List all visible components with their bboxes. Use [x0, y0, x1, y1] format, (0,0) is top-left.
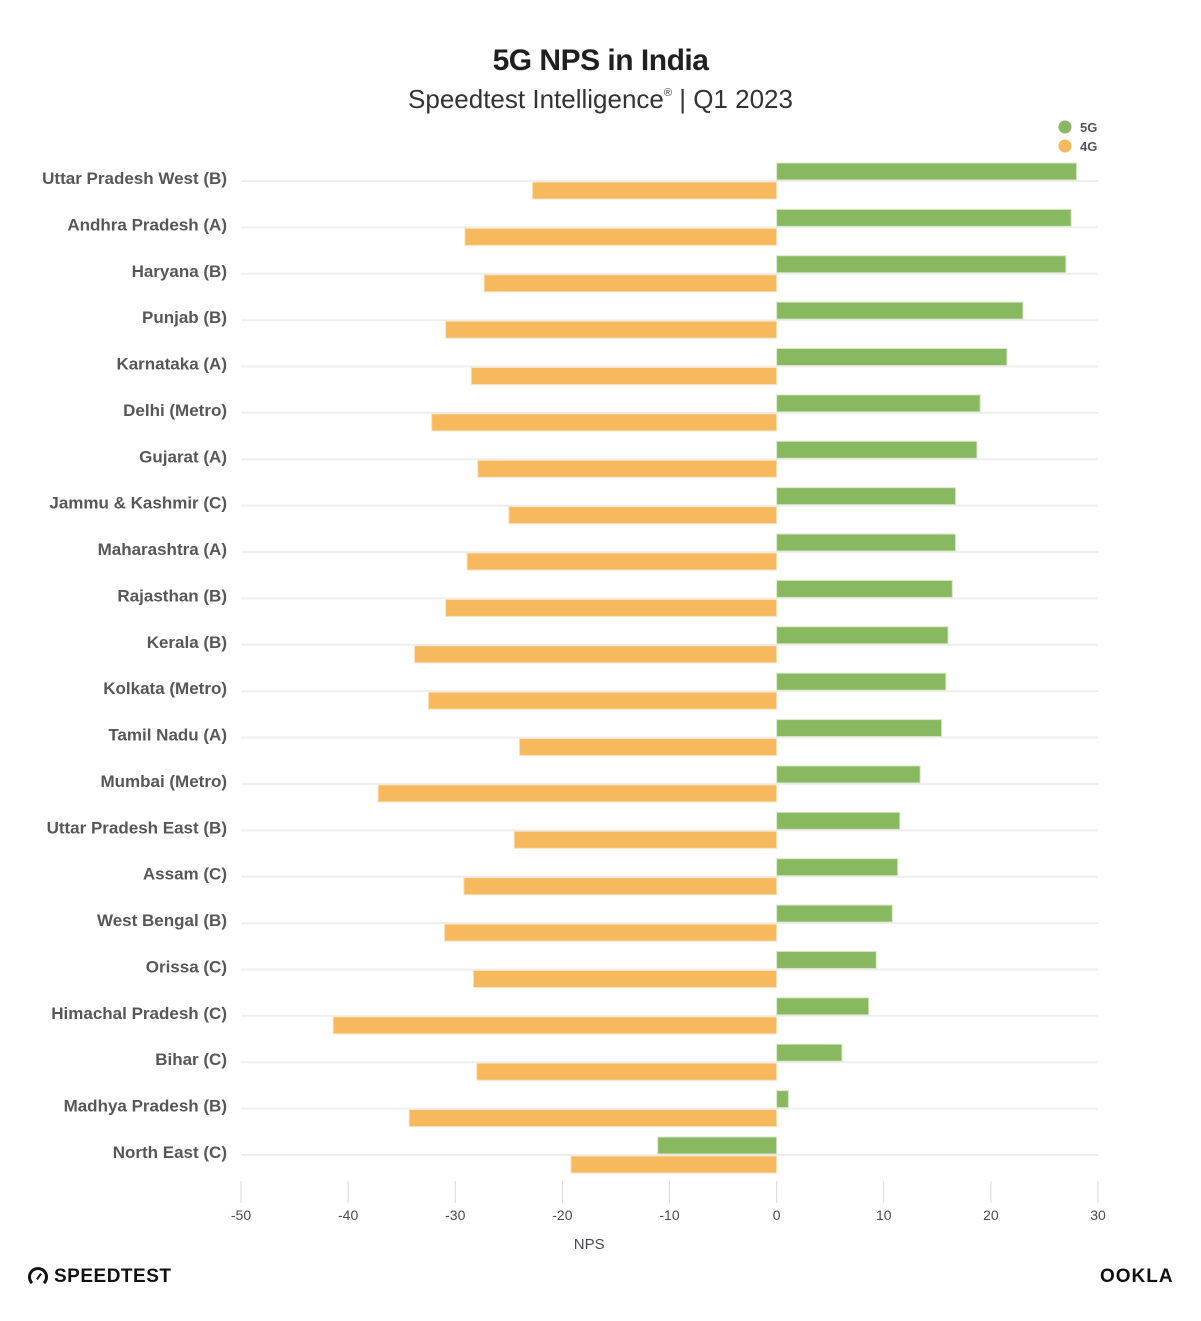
category-label: Rajasthan (B) — [117, 586, 227, 605]
legend-swatch-4g — [1058, 139, 1072, 153]
bar-5g-uttar-pradesh-east-b — [776, 811, 901, 830]
bar-5g-bihar-c — [776, 1043, 843, 1062]
bar-4g-west-bengal-b — [444, 923, 778, 942]
bar-4g-north-east-c — [570, 1155, 778, 1174]
bar-4g-tamil-nadu-a — [519, 738, 778, 757]
chart-title: 5G NPS in India — [492, 44, 709, 77]
bar-4g-rajasthan-b — [445, 598, 778, 617]
bar-4g-orissa-c — [472, 969, 778, 988]
bar-5g-mumbai-metro — [776, 765, 921, 784]
bar-5g-rajasthan-b — [776, 579, 953, 598]
bar-4g-bihar-c — [476, 1062, 778, 1081]
bar-5g-maharashtra-a — [776, 533, 957, 552]
legend-label-4g: 4G — [1080, 139, 1097, 154]
chart-subtitle: Speedtest Intelligence® | Q1 2023 — [0, 84, 1201, 115]
bar-4g-karnataka-a — [470, 367, 778, 386]
legend-swatch-5g — [1058, 120, 1072, 134]
bar-4g-haryana-b — [483, 274, 778, 293]
x-axis-title: NPS — [574, 1236, 605, 1253]
bar-4g-himachal-pradesh-c — [332, 1016, 778, 1035]
ookla-logo: OOKLA — [1100, 1266, 1174, 1287]
x-tick-label: -10 — [659, 1207, 679, 1223]
category-label: Uttar Pradesh East (B) — [47, 818, 227, 837]
gridlines — [241, 180, 1098, 1156]
subtitle-text: Speedtest Intelligence — [408, 84, 664, 114]
category-label: Haryana (B) — [132, 262, 227, 281]
category-label: Uttar Pradesh West (B) — [42, 169, 227, 188]
bar-4g-uttar-pradesh-east-b — [513, 830, 778, 849]
category-label: Kolkata (Metro) — [103, 679, 227, 698]
bar-4g-kerala-b — [414, 645, 778, 664]
bar-5g-tamil-nadu-a — [776, 719, 943, 738]
bar-5g-kerala-b — [776, 626, 949, 645]
bar-4g-gujarat-a — [477, 459, 778, 478]
category-label: Orissa (C) — [146, 957, 227, 976]
category-label: Andhra Pradesh (A) — [67, 215, 227, 234]
bar-4g-andhra-pradesh-a — [464, 227, 778, 246]
speedometer-gauge-icon — [28, 1267, 48, 1287]
bar-5g-gujarat-a — [776, 440, 978, 459]
bar-5g-jammu-kashmir-c — [776, 487, 957, 506]
bar-5g-assam-c — [776, 858, 899, 877]
bar-5g-kolkata-metro — [776, 672, 947, 691]
bar-4g-jammu-kashmir-c — [508, 506, 778, 525]
subtitle-period: | Q1 2023 — [672, 84, 793, 114]
speedtest-wordmark: SPEEDTEST — [54, 1266, 172, 1287]
bar-5g-west-bengal-b — [776, 904, 893, 923]
bar-5g-haryana-b — [776, 255, 1067, 274]
x-tick-label: 30 — [1090, 1207, 1106, 1223]
category-label: Himachal Pradesh (C) — [51, 1004, 227, 1023]
bar-5g-punjab-b — [776, 301, 1024, 320]
category-label: Punjab (B) — [142, 308, 227, 327]
bar-4g-kolkata-metro — [427, 691, 778, 710]
bar-5g-madhya-pradesh-b — [776, 1090, 789, 1109]
bar-5g-karnataka-a — [776, 348, 1008, 367]
bar-4g-maharashtra-a — [466, 552, 778, 571]
bars — [332, 162, 1078, 1174]
category-label: West Bengal (B) — [97, 911, 227, 930]
bar-5g-uttar-pradesh-west-b — [776, 162, 1078, 181]
bar-5g-orissa-c — [776, 950, 877, 969]
registered-mark: ® — [663, 87, 672, 99]
bar-4g-madhya-pradesh-b — [408, 1109, 778, 1128]
speedtest-logo: SPEEDTEST — [28, 1266, 171, 1288]
category-label: Jammu & Kashmir (C) — [49, 494, 227, 513]
x-tick-label: -30 — [445, 1207, 465, 1223]
category-label: Assam (C) — [143, 865, 227, 884]
x-tick-label: -40 — [338, 1207, 358, 1223]
category-label: Madhya Pradesh (B) — [64, 1097, 227, 1116]
category-labels: Uttar Pradesh West (B) Andhra Pradesh (A)… — [42, 169, 227, 1162]
category-label: Kerala (B) — [147, 633, 227, 652]
category-label: Karnataka (A) — [116, 355, 227, 374]
bar-4g-assam-c — [463, 877, 778, 896]
bar-4g-uttar-pradesh-west-b — [531, 181, 778, 200]
x-tick-label: -50 — [231, 1207, 251, 1223]
category-label: Tamil Nadu (A) — [108, 726, 227, 745]
bar-4g-mumbai-metro — [377, 784, 778, 803]
bar-4g-delhi-metro — [431, 413, 778, 432]
category-label: Mumbai (Metro) — [100, 772, 227, 791]
x-tick-label: 20 — [983, 1207, 999, 1223]
bar-5g-delhi-metro — [776, 394, 981, 413]
category-label: Delhi (Metro) — [123, 401, 227, 420]
x-tick-label: 10 — [876, 1207, 892, 1223]
bar-4g-punjab-b — [445, 320, 778, 339]
x-tick-label: -20 — [552, 1207, 572, 1223]
category-label: Gujarat (A) — [139, 447, 227, 466]
bar-5g-himachal-pradesh-c — [776, 997, 870, 1016]
category-label: Maharashtra (A) — [98, 540, 227, 559]
category-label: North East (C) — [113, 1143, 227, 1162]
category-label: Bihar (C) — [155, 1050, 227, 1069]
legend-label-5g: 5G — [1080, 120, 1097, 135]
x-tick-label: 0 — [773, 1207, 781, 1223]
bar-5g-andhra-pradesh-a — [776, 208, 1072, 227]
bar-5g-north-east-c — [657, 1136, 778, 1155]
x-axis: -50 -40 -30 -20 -10 0 10 20 30 — [231, 1181, 1106, 1223]
